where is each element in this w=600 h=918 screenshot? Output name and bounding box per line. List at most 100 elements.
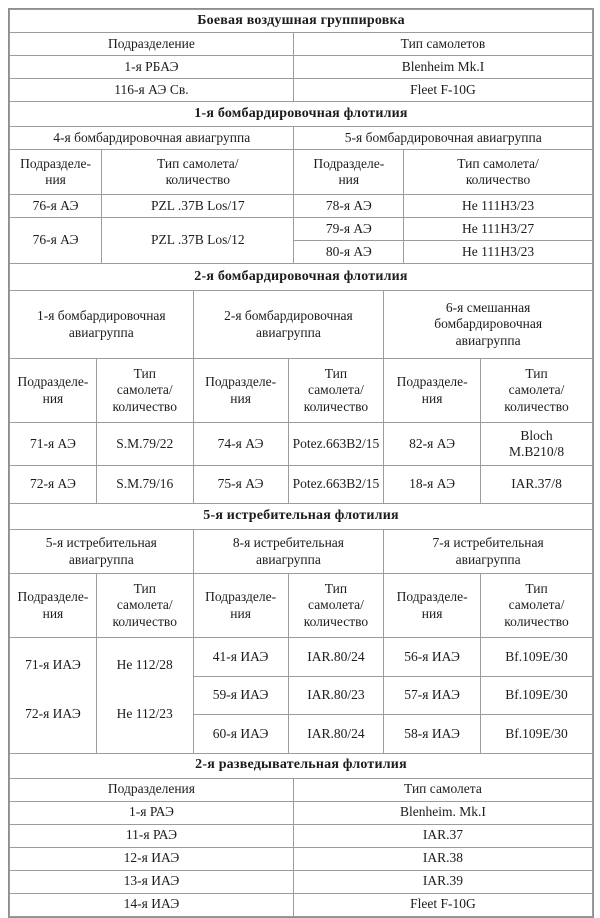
cell-unit: 116-я АЭ Св.	[9, 78, 294, 102]
column-header-aircraft: Тип самолета/ количество	[287, 573, 385, 638]
cell-unit: 58-я ИАЭ	[383, 714, 482, 754]
cell-aircraft-top: He 112/28	[116, 657, 173, 673]
order-of-battle-table: Боевая воздушная группировка Подразделен…	[8, 8, 594, 918]
cell-unit: 14-я ИАЭ	[9, 892, 294, 917]
table-row: 76-я АЭ PZL .37B Los/17 78-я АЭ He 111H3…	[8, 194, 593, 218]
cell-unit-top: 71-я ИАЭ	[25, 657, 81, 673]
section-combat-air-grouping: Боевая воздушная группировка Подразделен…	[9, 9, 594, 102]
column-header-aircraft: Тип самолетов	[292, 32, 594, 56]
cell-unit: 57-я ИАЭ	[383, 675, 482, 716]
cell-unit: 75-я АЭ	[192, 465, 289, 504]
column-header-unit: Подразделе- ния	[293, 149, 405, 195]
section-5th-fighter-flotilla: 5-я истребительная флотилия 5-я истребит…	[9, 503, 593, 754]
section-1st-bomber-flotilla: 1-я бомбардировочная флотилия 4-я бомбар…	[8, 101, 593, 264]
group-header: 2-я бомбардировочная авиагруппа	[192, 290, 385, 359]
table-row: 12-я ИАЭ IAR.38	[9, 846, 594, 871]
cell-aircraft: IAR.80/23	[287, 675, 385, 716]
table-row: 71-я ИАЭ 72-я ИАЭ He 112/28 He 112/23 41…	[9, 637, 593, 754]
column-header-unit: Подразделе- ния	[192, 573, 289, 638]
column-header-unit: Подразделение	[9, 32, 294, 56]
column-header-unit: Подразделе- ния	[9, 358, 97, 423]
cell-unit: 74-я АЭ	[192, 422, 289, 466]
cell-aircraft: IAR.38	[292, 846, 594, 871]
cell-aircraft: IAR.37/8	[480, 465, 593, 504]
cell-unit: 80-я АЭ	[293, 240, 405, 264]
cell-unit: 76-я АЭ	[8, 217, 103, 264]
table-row: 72-я АЭ S.M.79/16 75-я АЭ Potez.663B2/15…	[9, 465, 593, 504]
group-header: 1-я бомбардировочная авиагруппа	[9, 290, 194, 359]
cell-aircraft: He 111H3/27	[403, 217, 593, 241]
column-header-unit: Подразделе- ния	[192, 358, 289, 423]
cell-unit: 18-я АЭ	[383, 465, 482, 504]
cell-aircraft: PZL .37B Los/17	[101, 194, 295, 218]
section-title: 2-я бомбардировочная флотилия	[9, 263, 593, 291]
cell-unit: 71-я АЭ	[9, 422, 97, 466]
cell-unit: 60-я ИАЭ	[192, 714, 289, 754]
cell-aircraft: Blenheim Mk.I	[292, 55, 594, 79]
cell-aircraft: Potez.663B2/15	[287, 422, 385, 466]
table-row: 13-я ИАЭ IAR.39	[9, 869, 594, 894]
section-title: 5-я истребительная флотилия	[9, 503, 593, 530]
group-header: 4-я бомбардировочная авиагруппа	[8, 126, 295, 150]
cell-unit: 41-я ИАЭ	[192, 637, 289, 677]
column-header-aircraft: Тип самолета/ количество	[287, 358, 385, 423]
column-header-aircraft: Тип самолета	[292, 777, 594, 802]
cell-unit: 79-я АЭ	[293, 217, 405, 241]
column-header-aircraft: Тип самолета/ количество	[101, 149, 295, 195]
cell-aircraft: Blenheim. Mk.I	[292, 800, 594, 825]
cell-unit: 12-я ИАЭ	[9, 846, 294, 871]
group-header: 8-я истребительная авиагруппа	[192, 529, 385, 574]
cell-aircraft: IAR.80/24	[287, 637, 385, 677]
cell-unit: 76-я АЭ	[8, 194, 103, 218]
cell-aircraft: Bf.109E/30	[480, 714, 593, 754]
group-header: 5-я бомбардировочная авиагруппа	[293, 126, 593, 150]
column-header-unit: Подразделе- ния	[8, 149, 103, 195]
cell-aircraft: He 111H3/23	[403, 240, 593, 264]
cell-aircraft: Potez.663B2/15	[287, 465, 385, 504]
column-header-aircraft: Тип самолета/ количество	[95, 358, 194, 423]
table-row: 116-я АЭ Св. Fleet F-10G	[9, 78, 594, 102]
table-row: 71-я АЭ S.M.79/22 74-я АЭ Potez.663B2/15…	[9, 422, 593, 466]
cell-unit: 1-я РАЭ	[9, 800, 294, 825]
group-header: 5-я истребительная авиагруппа	[9, 529, 194, 574]
section-title: 1-я бомбардировочная флотилия	[9, 101, 593, 127]
cell-aircraft: He 112/28 He 112/23	[95, 637, 194, 754]
section-title: 2-я разведывательная флотилия	[9, 752, 593, 779]
table-row: 59-я ИАЭ IAR.80/23 57-я ИАЭ Bf.109E/30	[10, 675, 593, 716]
section-2nd-recon-flotilla: 2-я разведывательная флотилия Подразделе…	[9, 752, 594, 917]
cell-aircraft: Bf.109E/30	[480, 637, 593, 677]
cell-aircraft: Fleet F-10G	[292, 78, 594, 102]
cell-aircraft: S.M.79/16	[95, 465, 194, 504]
column-header-aircraft: Тип самолета/ количество	[95, 573, 194, 638]
section-title: Боевая воздушная группировка	[9, 9, 593, 33]
column-header-aircraft: Тип самолета/ количество	[480, 358, 593, 423]
table-row: 60-я ИАЭ IAR.80/24 58-я ИАЭ Bf.109E/30	[10, 714, 593, 754]
cell-aircraft: IAR.80/24	[287, 714, 385, 754]
group-header: 6-я смешанная бомбардировочная авиагрупп…	[383, 290, 593, 359]
cell-aircraft: IAR.39	[292, 869, 594, 894]
cell-unit: 56-я ИАЭ	[383, 637, 482, 677]
cell-aircraft-bottom: He 112/23	[116, 706, 173, 722]
cell-unit: 72-я АЭ	[9, 465, 97, 504]
cell-unit: 59-я ИАЭ	[192, 675, 289, 716]
column-header-unit: Подразделения	[9, 777, 294, 802]
column-header-unit: Подразделе- ния	[383, 358, 482, 423]
table-row: 1-я РАЭ Blenheim. Mk.I	[9, 800, 594, 825]
cell-unit-bottom: 72-я ИАЭ	[25, 706, 81, 722]
cell-unit: 78-я АЭ	[293, 194, 405, 218]
column-header-unit: Подразделе- ния	[383, 573, 482, 638]
section-2nd-bomber-flotilla: 2-я бомбардировочная флотилия 1-я бомбар…	[9, 263, 593, 504]
column-header-aircraft: Тип самолета/ количество	[403, 149, 593, 195]
group-header: 7-я истребительная авиагруппа	[383, 529, 593, 574]
cell-aircraft: He 111H3/23	[403, 194, 593, 218]
cell-unit: 82-я АЭ	[383, 422, 482, 466]
cell-aircraft: S.M.79/22	[95, 422, 194, 466]
table-row: 14-я ИАЭ Fleet F-10G	[9, 892, 594, 917]
cell-unit: 13-я ИАЭ	[9, 869, 294, 894]
cell-aircraft: PZL .37B Los/12	[101, 217, 295, 264]
table-row: 1-я РБАЭ Blenheim Mk.I	[9, 55, 594, 79]
cell-unit: 71-я ИАЭ 72-я ИАЭ	[9, 637, 97, 754]
column-header-aircraft: Тип самолета/ количество	[480, 573, 593, 638]
cell-aircraft: Fleet F-10G	[292, 892, 594, 917]
cell-aircraft: Bloch M.B210/8	[480, 422, 593, 466]
